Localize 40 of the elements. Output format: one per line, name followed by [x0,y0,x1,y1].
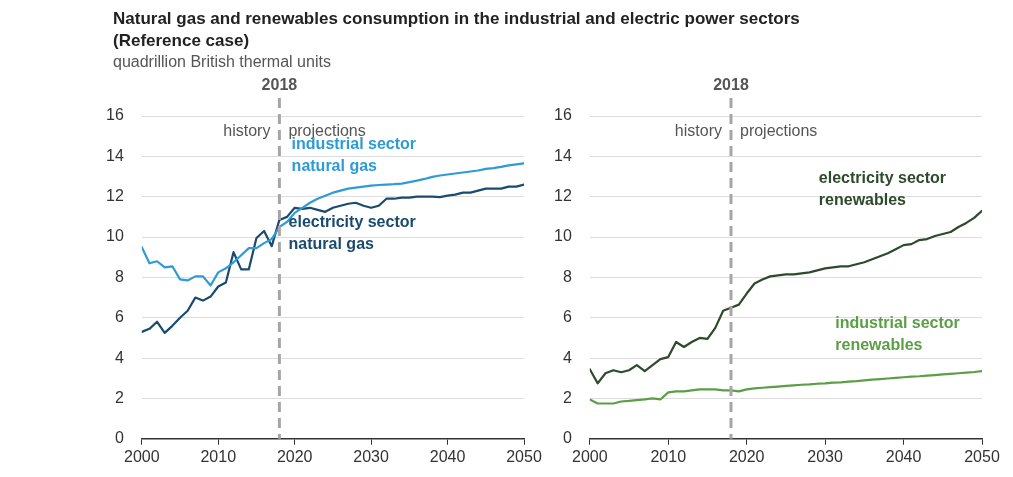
x-tick-label: 2050 [964,447,1000,465]
y-tick-label: 12 [554,187,572,205]
x-tick-label: 2050 [506,447,542,465]
x-tick-label: 2010 [650,447,687,465]
y-tick-label: 10 [554,227,572,245]
x-tick-label: 2020 [728,447,765,465]
y-tick-label: 6 [562,308,572,326]
y-tick-label: 8 [114,267,124,285]
y-tick-label: 4 [114,348,124,366]
series-label: electricity sector renewables [818,168,947,208]
y-tick-label: 0 [114,429,124,447]
y-tick-label: 14 [106,146,124,164]
ref-line-label: 2018 [713,76,749,94]
ref-line-label: 2018 [261,76,298,94]
annotation: projections [739,122,818,140]
y-tick-label: 2 [562,388,572,406]
y-tick-label: 0 [562,429,572,447]
annotation: history [223,122,271,140]
x-tick-label: 2000 [572,447,608,465]
annotation: history [674,122,722,140]
y-axis-title: quadrillion British thermal units [113,53,331,71]
x-tick-label: 2040 [429,447,466,465]
y-tick-label: 2 [114,388,124,406]
y-tick-label: 6 [114,308,124,326]
y-tick-label: 8 [562,267,572,285]
y-tick-label: 12 [106,187,124,205]
series-label: electricity sector natural gas [288,213,416,253]
y-tick-label: 10 [106,227,124,245]
chart-title: Natural gas and renewables consumption in the industrial and electric power sectors (Reference case) [113,8,801,52]
x-tick-label: 2010 [200,447,237,465]
series-label: industrial sector renewables [835,314,960,354]
x-tick-label: 2040 [885,447,922,465]
y-tick-label: 16 [106,106,124,124]
x-tick-label: 2000 [124,447,160,465]
x-tick-label: 2030 [807,447,844,465]
x-tick-label: 2030 [353,447,390,465]
y-tick-label: 16 [554,106,572,124]
y-tick-label: 14 [554,146,572,164]
y-tick-label: 4 [562,348,572,366]
x-tick-label: 2020 [276,447,313,465]
